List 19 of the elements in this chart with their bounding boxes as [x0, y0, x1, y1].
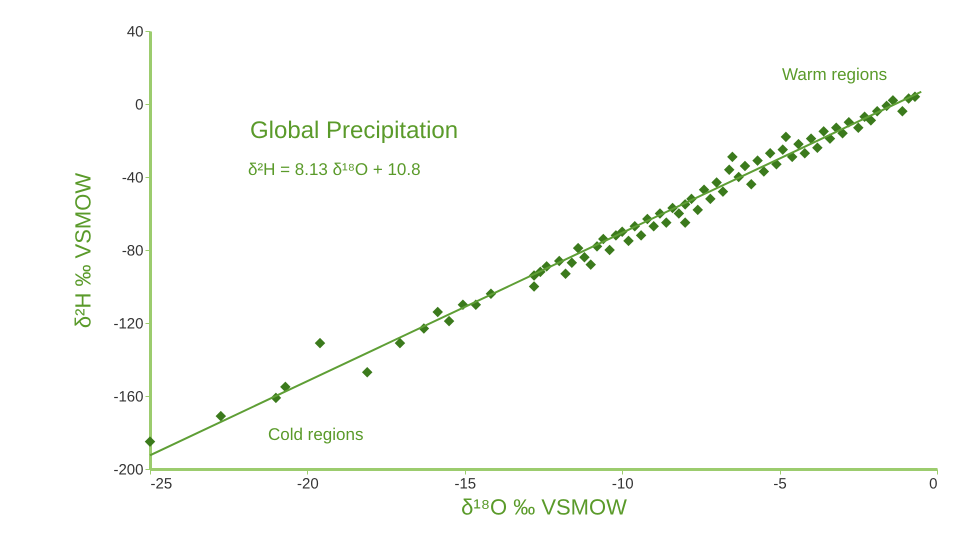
y-tick-label: 40 [126, 24, 144, 40]
x-axis-title: δ¹⁸O ‰ VSMOW [461, 494, 628, 520]
x-tick-label: -10 [612, 476, 634, 492]
x-tick-label: -5 [773, 476, 787, 492]
x-tick-label: -20 [297, 476, 319, 492]
annotation: Warm regions [782, 65, 888, 84]
x-tick-label: 0 [929, 476, 938, 492]
y-axis-title: δ²H ‰ VSMOW [70, 172, 96, 328]
annotation: Cold regions [268, 425, 364, 444]
y-tick-label: -80 [122, 242, 144, 260]
x-tick-label: -25 [150, 476, 172, 492]
y-tick-label: -40 [122, 170, 144, 186]
annotation: δ²H = 8.13 δ¹⁸O + 10.8 [248, 160, 421, 179]
y-tick-label: -160 [113, 388, 144, 406]
x-tick-label: -15 [454, 476, 476, 492]
text: Global Precipitation [250, 117, 458, 144]
y-tick-label: -120 [113, 316, 144, 332]
y-tick-label: -200 [113, 462, 144, 478]
y-tick-label: 0 [135, 96, 144, 114]
